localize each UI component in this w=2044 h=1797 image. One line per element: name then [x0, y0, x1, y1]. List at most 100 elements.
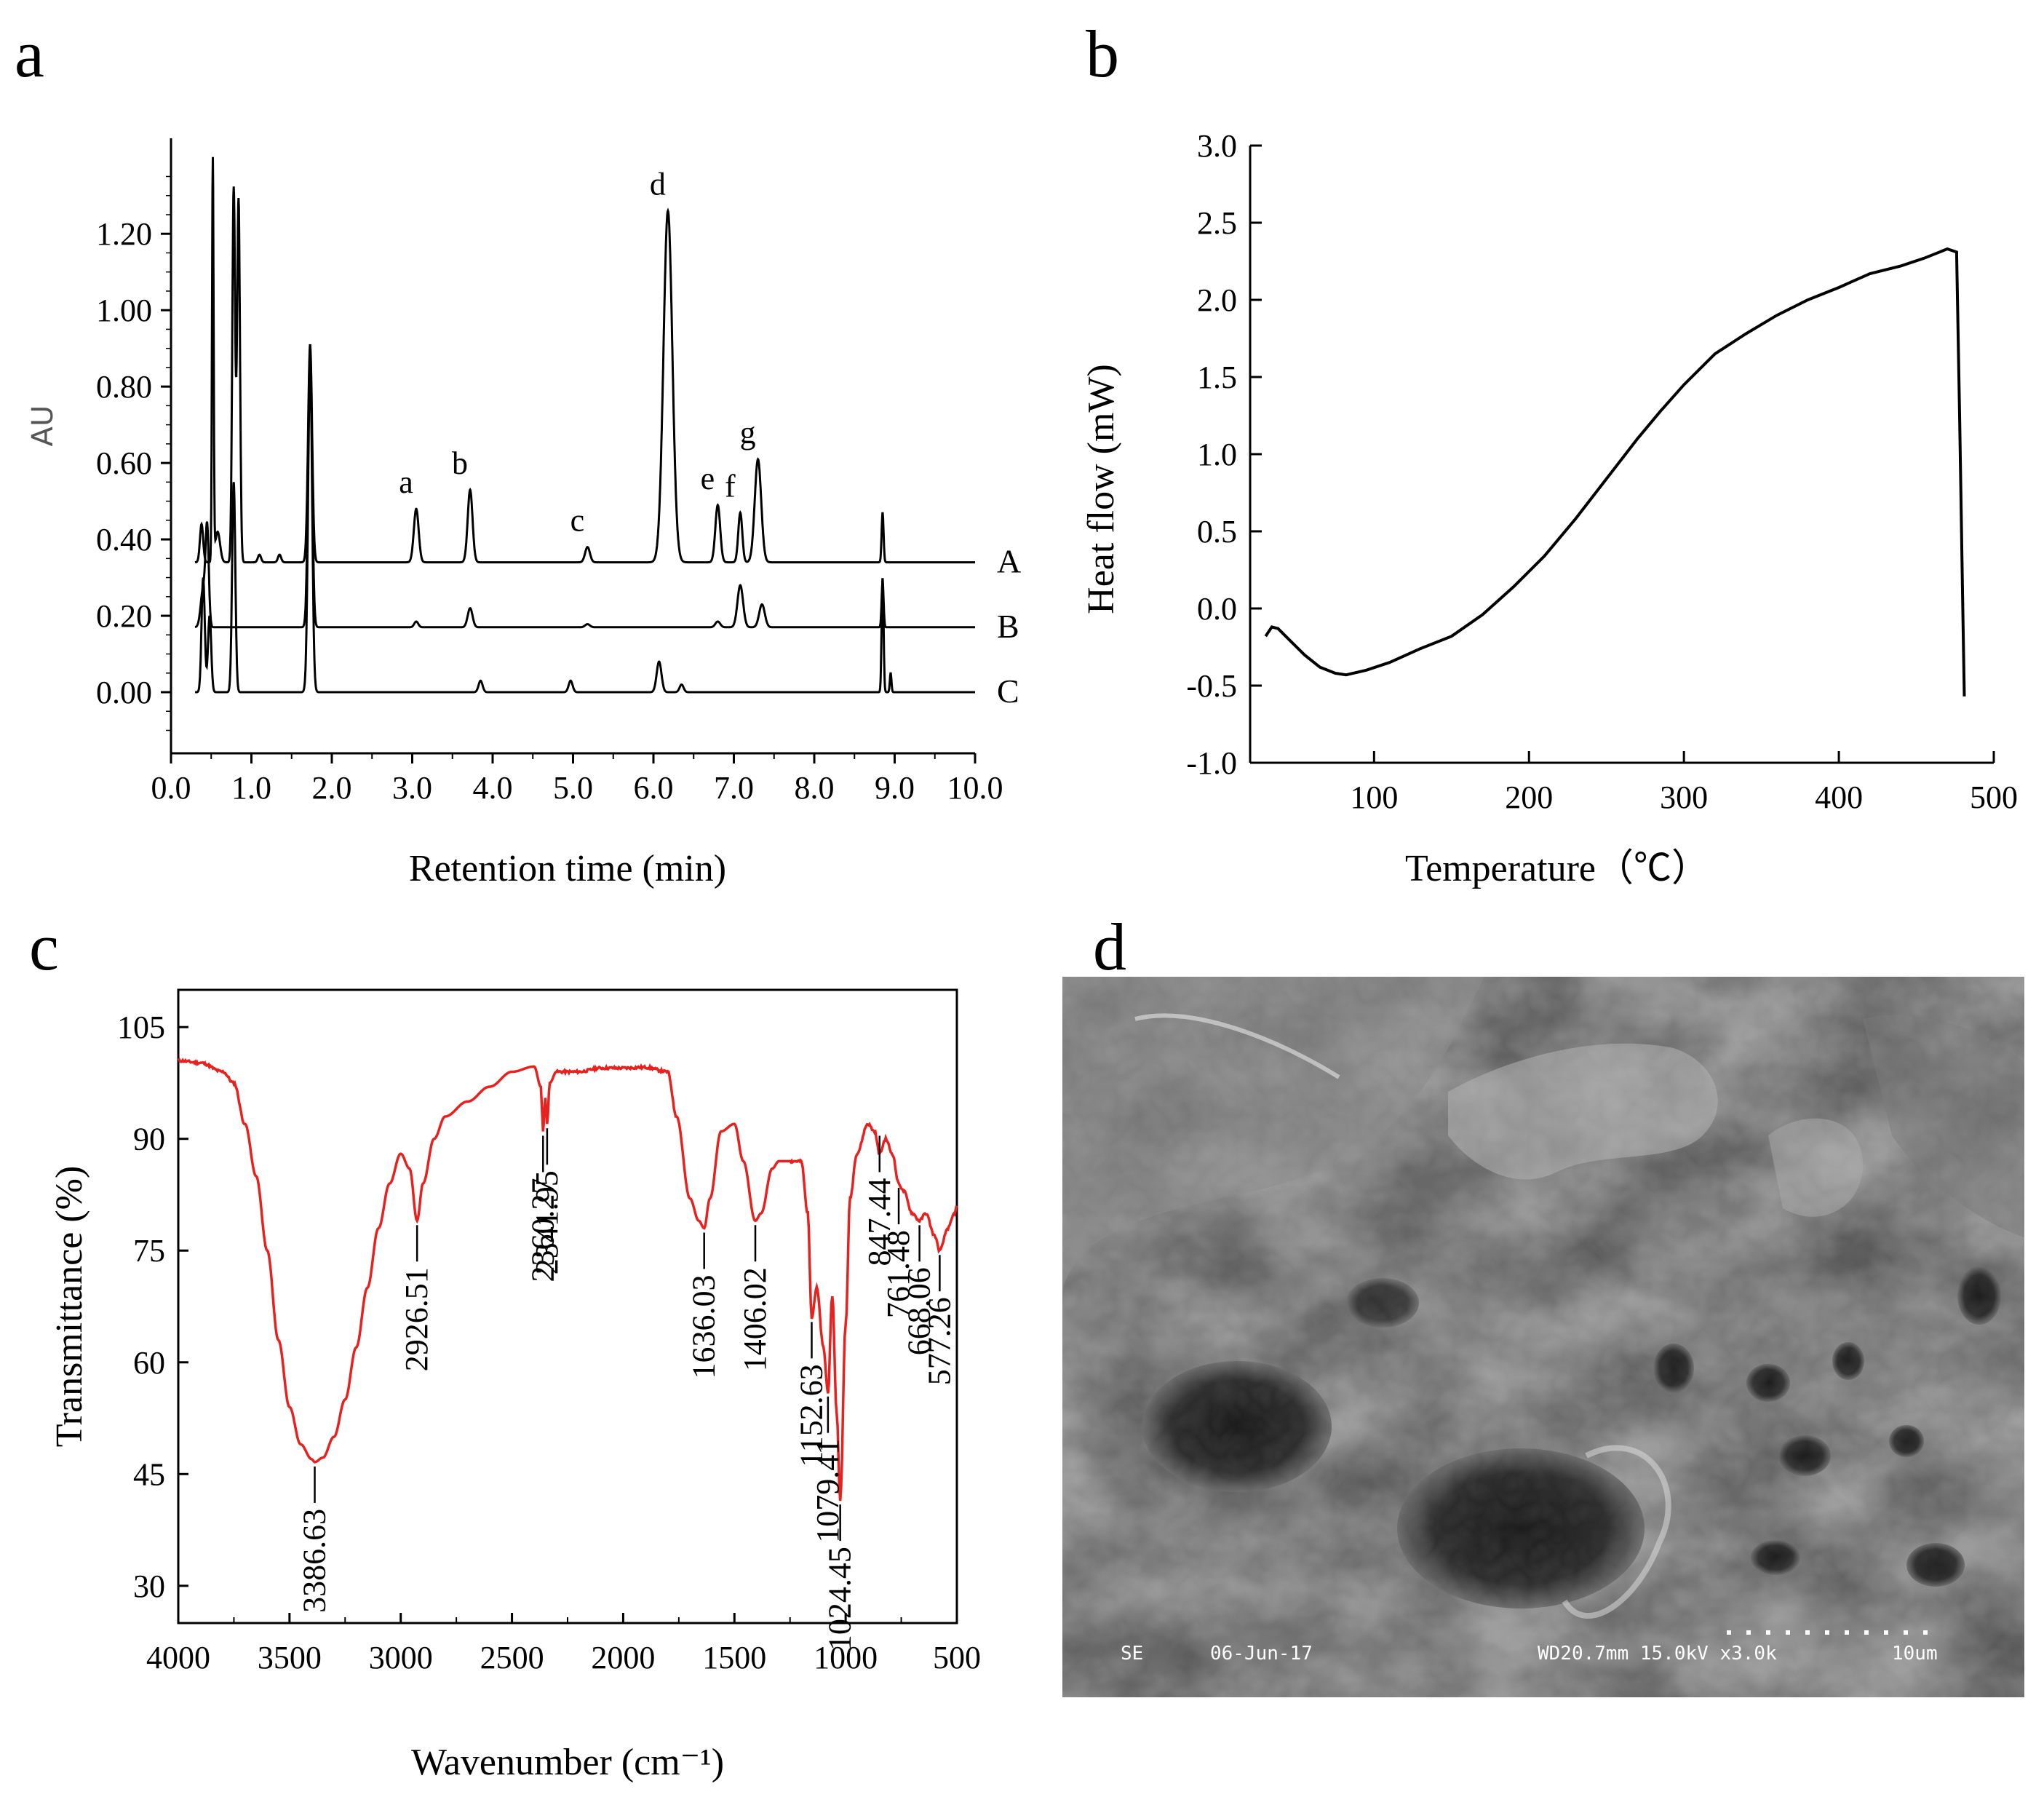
chromatogram-x-tick-label: 9.0 — [875, 770, 915, 806]
dsc-y-tick-label: -1.0 — [1186, 745, 1237, 781]
sem-scale-dot — [1805, 1630, 1810, 1635]
panel-label-d: d — [1093, 910, 1126, 984]
chromatogram-x-tick-label: 0.0 — [151, 770, 191, 806]
chromatogram-y-tick-label: 0.00 — [96, 675, 152, 710]
dsc-y-tick-label: 1.0 — [1197, 437, 1237, 472]
chromatogram-trace-label: C — [997, 673, 1019, 710]
ftir-peak-label: 2341.95 — [529, 1170, 565, 1274]
dsc-y-tick-label: 3.0 — [1197, 128, 1237, 164]
chromatogram-peak-label: g — [740, 415, 756, 451]
ftir-peak-label: 2926.51 — [399, 1267, 434, 1371]
chromatogram-x-tick-label: 1.0 — [231, 770, 271, 806]
chromatogram-x-tick-label: 5.0 — [553, 770, 593, 806]
ftir-peak-label: 668.06 — [902, 1267, 937, 1355]
chromatogram-y-tick-label: 1.20 — [96, 216, 152, 252]
chromatogram-x-tick-label: 6.0 — [634, 770, 674, 806]
dsc-axes: 100 200 300 400 500 -1.0 -0.5 0.0 0.5 1.0 1.5 2.0 2.… — [1186, 128, 2018, 815]
chromatogram-x-axis-title: Retention time (min) — [409, 848, 726, 889]
ftir-y-tick-label: 30 — [133, 1568, 165, 1604]
chromatogram-y-axis-title: AU — [26, 405, 60, 447]
chromatogram-y-tick-label: 0.20 — [96, 598, 152, 634]
sem-grain — [1062, 977, 2024, 1697]
dsc-x-tick-label: 400 — [1815, 780, 1863, 815]
chromatogram-axes: 0.0 1.0 2.0 3.0 4.0 5.0 6.0 7.0 8.0 9.0 10.0 0.00 0.… — [96, 138, 1003, 806]
ftir-peak-label: 2360.27 — [525, 1178, 560, 1282]
dsc-chart: 100 200 300 400 500 -1.0 -0.5 0.0 0.5 1.0 1.5 2.0 2.… — [1081, 128, 2018, 889]
dsc-x-tick-label: 100 — [1350, 780, 1398, 815]
chromatogram-trace-C — [195, 363, 975, 694]
ftir-peak-label: 1024.45 — [822, 1547, 858, 1651]
chromatogram-peak-label: f — [725, 468, 736, 504]
ftir-y-tick-label: 90 — [133, 1122, 165, 1157]
ftir-y-tick-label: 105 — [117, 1009, 165, 1045]
ftir-peak-label: 761.48 — [880, 1230, 916, 1318]
ftir-x-tick-label: 2000 — [591, 1640, 655, 1675]
sem-scale-dot — [1923, 1630, 1928, 1635]
ftir-x-tick-label: 4000 — [146, 1640, 210, 1675]
ftir-y-tick-label: 75 — [133, 1233, 165, 1269]
ftir-chart: 4000 3500 3000 2500 2000 1500 1000 500 30 45 60 75 9… — [49, 988, 981, 1783]
chromatogram-labels: Aa b c d e fg BC — [399, 167, 1021, 710]
panel-label-a: a — [15, 17, 44, 91]
chromatogram-chart: 0.0 1.0 2.0 3.0 4.0 5.0 6.0 7.0 8.0 9.0 10.0 0.00 0.… — [26, 138, 1021, 889]
chromatogram-peak-label: a — [399, 464, 413, 500]
panel-label-c: c — [29, 910, 59, 984]
dsc-y-tick-label: 0.5 — [1197, 514, 1237, 550]
dsc-y-tick-label: 2.0 — [1197, 282, 1237, 318]
chromatogram-x-tick-label: 10.0 — [947, 770, 1003, 806]
chromatogram-peak-label: e — [701, 461, 715, 496]
ftir-y-axis-title: Transmittance (%) — [49, 1166, 90, 1448]
chromatogram-y-tick-label: 0.40 — [96, 522, 152, 558]
ftir-peak-label: 577.26 — [921, 1297, 957, 1385]
chromatogram-x-tick-label: 8.0 — [795, 770, 835, 806]
chromatogram-trace-A — [194, 156, 975, 564]
chromatogram-y-tick-label: 0.60 — [96, 445, 152, 481]
sem-scale-dot — [1904, 1630, 1908, 1635]
chromatogram-trace-label: B — [997, 608, 1019, 645]
chromatogram-peak-label: d — [650, 167, 666, 202]
sem-scale-dot — [1786, 1630, 1790, 1635]
sem-scale-dot — [1864, 1630, 1869, 1635]
dsc-y-tick-label: 2.5 — [1197, 205, 1237, 241]
ftir-peak-label: 1152.63 — [793, 1364, 829, 1467]
chromatogram-traces — [194, 156, 975, 694]
chromatogram-x-tick-label: 4.0 — [473, 770, 513, 806]
dsc-x-axis-title: Temperature（℃） — [1405, 848, 1709, 889]
panel-label-b: b — [1086, 17, 1119, 91]
chromatogram-x-tick-label: 7.0 — [714, 770, 754, 806]
sem-micrograph: SE 06-Jun-17 WD20.7mm 15.0kV x3.0k 10um — [1062, 977, 2024, 1697]
dsc-x-tick-label: 500 — [1970, 780, 2018, 815]
ftir-axes: 4000 3500 3000 2500 2000 1500 1000 500 30 45 60 75 9… — [117, 1009, 981, 1675]
ftir-x-tick-label: 3500 — [258, 1640, 322, 1675]
dsc-y-tick-label: 0.0 — [1197, 591, 1237, 627]
sem-scale-dot — [1884, 1630, 1888, 1635]
ftir-y-tick-label: 60 — [133, 1345, 165, 1381]
sem-scale-dot — [1825, 1630, 1829, 1635]
ftir-peak-label: 1406.02 — [737, 1267, 773, 1371]
chromatogram-peak-label: c — [570, 503, 585, 539]
chromatogram-x-tick-label: 2.0 — [312, 770, 352, 806]
ftir-peak-label: 847.44 — [862, 1178, 897, 1266]
dsc-x-tick-label: 300 — [1660, 780, 1708, 815]
sem-scale-dot — [1727, 1630, 1731, 1635]
ftir-peak-label: 3386.63 — [297, 1509, 333, 1613]
chromatogram-x-tick-label: 3.0 — [392, 770, 432, 806]
chromatogram-y-tick-label: 1.00 — [96, 293, 152, 328]
ftir-y-tick-label: 45 — [133, 1456, 165, 1492]
sem-scale-dot — [1766, 1630, 1770, 1635]
ftir-x-tick-label: 500 — [933, 1640, 981, 1675]
chromatogram-y-tick-label: 0.80 — [96, 369, 152, 405]
sem-scale-bar — [1727, 1630, 1928, 1635]
dsc-y-tick-label: 1.5 — [1197, 360, 1237, 395]
dsc-y-axis-title: Heat flow (mW) — [1081, 364, 1122, 614]
ftir-peak-label: 1636.03 — [686, 1275, 722, 1379]
ftir-spectrum-line — [177, 1058, 958, 1502]
ftir-x-axis-title: Wavenumber (cm⁻¹) — [411, 1742, 724, 1783]
sem-date: 06-Jun-17 — [1210, 1643, 1313, 1665]
chromatogram-trace-B — [194, 352, 975, 629]
ftir-x-tick-label: 1000 — [814, 1640, 878, 1675]
ftir-x-tick-label: 2500 — [480, 1640, 544, 1675]
dsc-line — [1264, 247, 1966, 697]
